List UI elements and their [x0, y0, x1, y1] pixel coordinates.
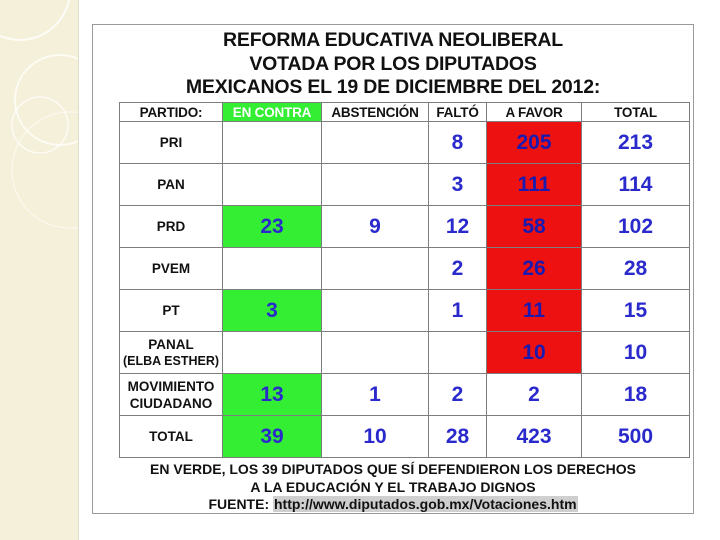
total-cell: 102	[581, 205, 690, 248]
en-contra-cell: 23	[222, 205, 322, 248]
document-title: REFORMA EDUCATIVA NEOLIBERAL VOTADA POR …	[93, 29, 693, 100]
party-name: PVEM	[151, 261, 191, 276]
party-subname: (ELBA ESTHER)	[122, 353, 220, 368]
total-cell: 28	[581, 247, 690, 290]
abstencion-cell	[321, 163, 429, 206]
abstencion-cell	[321, 121, 429, 164]
table-total-row: TOTAL 39 10 28 423 500	[119, 415, 690, 458]
votes-table: PARTIDO: EN CONTRA ABSTENCIÓN FALTÓ A FA…	[119, 102, 690, 458]
total-cell: 114	[581, 163, 690, 206]
a-favor-cell: 111	[486, 163, 582, 206]
en-contra-cell	[222, 247, 322, 290]
a-favor-cell: 10	[486, 331, 582, 374]
vote-document: REFORMA EDUCATIVA NEOLIBERAL VOTADA POR …	[92, 24, 694, 514]
party-name: PT	[162, 303, 180, 318]
footer-source: FUENTE: http://www.diputados.gob.mx/Vota…	[93, 496, 693, 514]
party-cell: PRI	[119, 121, 223, 164]
abstencion-cell: 9	[321, 205, 429, 248]
a-favor-cell: 11	[486, 289, 582, 332]
party-cell: TOTAL	[119, 415, 223, 458]
party-name: TOTAL	[149, 429, 193, 444]
title-line-1: REFORMA EDUCATIVA NEOLIBERAL	[223, 29, 563, 51]
party-cell: PAN	[119, 163, 223, 206]
slide-decoration-band	[0, 0, 78, 540]
party-cell: PVEM	[119, 247, 223, 290]
table-row: PVEM 2 26 28	[119, 247, 690, 290]
party-cell: MOVIMIENTO CIUDADANO	[119, 373, 223, 416]
table-header-row: PARTIDO: EN CONTRA ABSTENCIÓN FALTÓ A FA…	[119, 102, 690, 122]
abstencion-cell	[321, 331, 429, 374]
total-cell: 213	[581, 121, 690, 164]
en-contra-cell: 3	[222, 289, 322, 332]
table-row: MOVIMIENTO CIUDADANO 13 1 2 2 18	[119, 373, 690, 416]
falto-cell: 2	[428, 247, 487, 290]
table-row: PRD 23 9 12 58 102	[119, 205, 690, 248]
falto-cell: 12	[428, 205, 487, 248]
falto-cell: 1	[428, 289, 487, 332]
party-cell: PRD	[119, 205, 223, 248]
party-name: PRD	[156, 219, 186, 234]
total-cell: 18	[581, 373, 690, 416]
total-cell: 500	[581, 415, 690, 458]
header-abstencion: ABSTENCIÓN	[321, 102, 429, 122]
party-cell: PT	[119, 289, 223, 332]
header-falto: FALTÓ	[428, 102, 487, 122]
a-favor-cell: 26	[486, 247, 582, 290]
party-subname: CIUDADANO	[129, 395, 213, 411]
en-contra-cell: 13	[222, 373, 322, 416]
abstencion-cell: 1	[321, 373, 429, 416]
source-label: FUENTE:	[208, 496, 273, 512]
header-a-favor: A FAVOR	[486, 102, 582, 122]
header-partido: PARTIDO:	[119, 102, 223, 122]
table-row: PRI 8 205 213	[119, 121, 690, 164]
header-total: TOTAL	[581, 102, 690, 122]
slide-divider	[78, 0, 79, 540]
footer-line-2: A LA EDUCACIÓN Y EL TRABAJO DIGNOS	[250, 478, 536, 495]
party-name: PAN	[157, 177, 185, 192]
falto-cell: 28	[428, 415, 487, 458]
en-contra-cell	[222, 331, 322, 374]
en-contra-cell	[222, 163, 322, 206]
falto-cell: 3	[428, 163, 487, 206]
party-cell: PANAL (ELBA ESTHER)	[119, 331, 223, 374]
total-cell: 10	[581, 331, 690, 374]
falto-cell: 8	[428, 121, 487, 164]
abstencion-cell	[321, 247, 429, 290]
a-favor-cell: 205	[486, 121, 582, 164]
title-line-3: MEXICANOS EL 19 DE DICIEMBRE DEL 2012:	[185, 76, 601, 98]
document-footer: EN VERDE, LOS 39 DIPUTADOS QUE SÍ DEFEND…	[93, 461, 693, 514]
party-name: PANAL	[148, 336, 194, 352]
falto-cell: 2	[428, 373, 487, 416]
party-name: PRI	[159, 135, 183, 150]
source-url-link[interactable]: http://www.diputados.gob.mx/Votaciones.h…	[273, 496, 578, 512]
table-row: PT 3 1 11 15	[119, 289, 690, 332]
falto-cell	[428, 331, 487, 374]
table-row: PANAL (ELBA ESTHER) 10 10	[119, 331, 690, 374]
title-line-2: VOTADA POR LOS DIPUTADOS	[249, 52, 537, 75]
a-favor-cell: 423	[486, 415, 582, 458]
total-cell: 15	[581, 289, 690, 332]
party-name: MOVIMIENTO	[127, 378, 215, 394]
decorative-circles	[0, 0, 78, 229]
en-contra-cell: 39	[222, 415, 322, 458]
table-row: PAN 3 111 114	[119, 163, 690, 206]
en-contra-cell	[222, 121, 322, 164]
header-en-contra: EN CONTRA	[222, 102, 322, 122]
a-favor-cell: 58	[486, 205, 582, 248]
abstencion-cell	[321, 289, 429, 332]
abstencion-cell: 10	[321, 415, 429, 458]
a-favor-cell: 2	[486, 373, 582, 416]
footer-line-1: EN VERDE, LOS 39 DIPUTADOS QUE SÍ DEFEND…	[150, 461, 636, 477]
